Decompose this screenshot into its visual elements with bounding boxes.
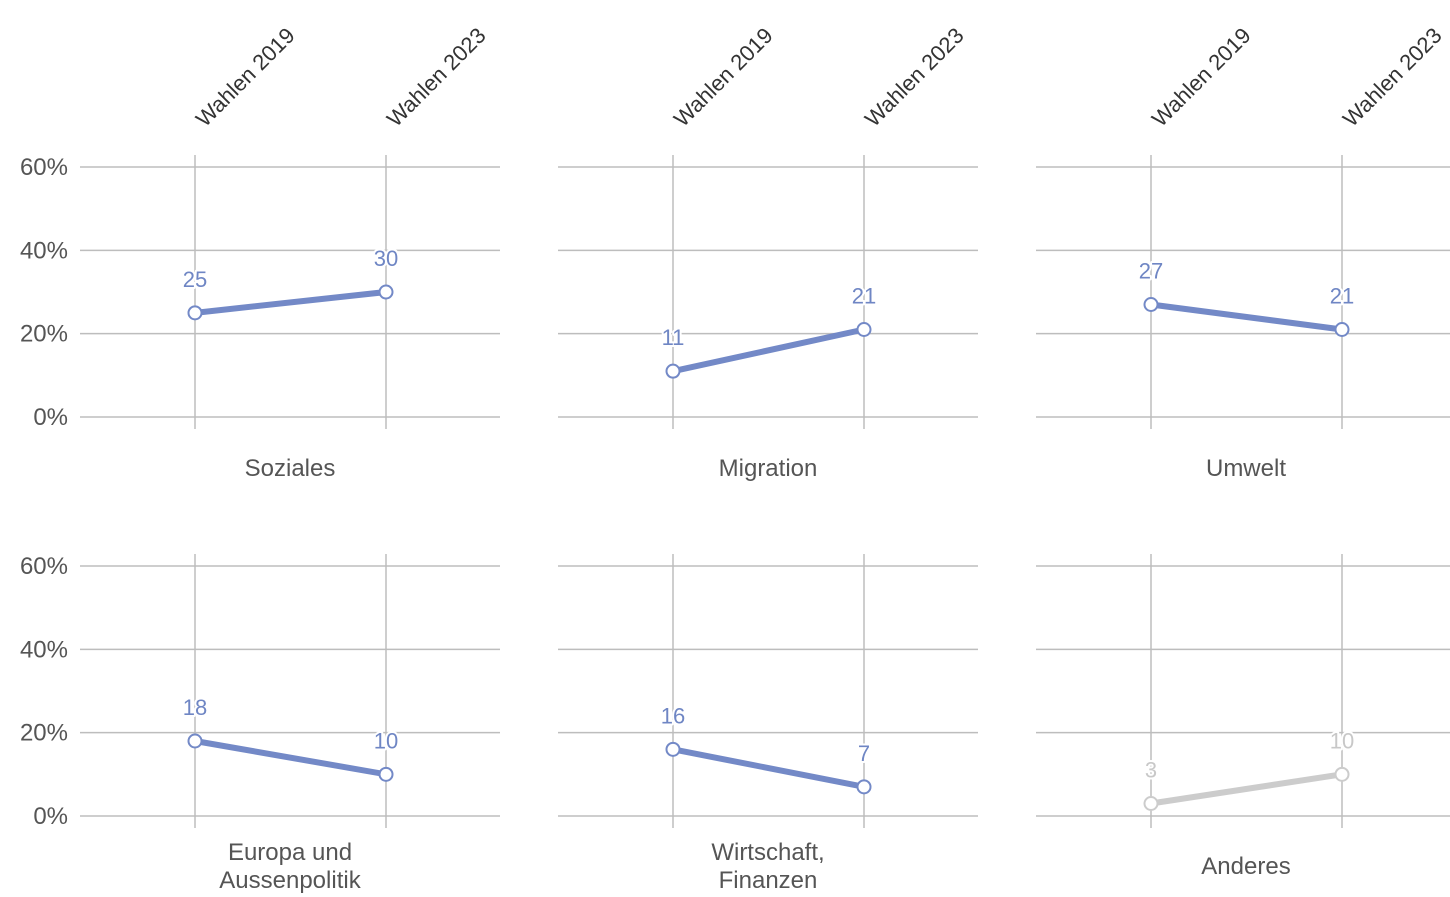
panel-3: Wahlen 2019 Wahlen 2023 27 21 Umwelt — [1036, 23, 1450, 482]
y-tick-label: 60% — [20, 154, 68, 181]
y-tick-label: 20% — [20, 720, 68, 747]
data-point — [1334, 766, 1350, 782]
panel-2: Wahlen 2019 Wahlen 2023 11 21 Migration — [558, 23, 978, 482]
data-point — [1143, 297, 1159, 312]
panel-title: Europa und Aussenpolitik — [219, 839, 361, 894]
value-label: 21 — [1330, 284, 1354, 309]
panel-1: 60% 40% 20% 0% Wahlen 2019 Wahlen 2023 25 30 Soz… — [20, 23, 500, 482]
data-point — [665, 741, 681, 757]
value-label: 21 — [852, 284, 876, 309]
y-tick-label: 40% — [20, 636, 68, 663]
data-point — [187, 733, 203, 749]
x-category-label: Wahlen 2019 — [669, 23, 778, 132]
x-category-label: Wahlen 2019 — [1147, 23, 1256, 132]
data-point — [1143, 796, 1159, 811]
series-line — [1148, 301, 1345, 333]
x-category-label: Wahlen 2023 — [382, 23, 491, 132]
y-tick-label: 0% — [33, 404, 68, 431]
data-point — [856, 779, 872, 795]
panel-title: Umwelt — [1206, 455, 1286, 482]
value-label: 3 — [1145, 758, 1157, 783]
x-category-label: Wahlen 2019 — [191, 23, 300, 132]
x-category-label: Wahlen 2023 — [860, 23, 969, 132]
series-line — [1148, 771, 1345, 807]
value-label: 27 — [1139, 259, 1163, 284]
y-tick-label: 20% — [20, 321, 68, 348]
panel-title: Wirtschaft, Finanzen — [711, 839, 824, 894]
value-label: 16 — [661, 703, 685, 728]
panel-title-line: Finanzen — [719, 867, 818, 894]
data-point — [856, 322, 872, 337]
series-line — [670, 326, 867, 375]
value-label: 10 — [374, 728, 398, 753]
value-label: 7 — [858, 741, 870, 766]
panel-title-line: Europa und — [228, 839, 352, 866]
data-point — [378, 766, 394, 782]
panel-title: Migration — [719, 455, 818, 482]
panel-6: 3 10 Anderes — [1036, 554, 1450, 880]
panel-4: 60% 40% 20% 0% 18 10 Europa und Aussenpolitik — [20, 553, 500, 894]
series-line — [192, 738, 389, 778]
series-line — [192, 289, 389, 316]
panel-title: Anderes — [1201, 853, 1290, 880]
data-point — [665, 363, 681, 379]
panel-title: Soziales — [245, 455, 336, 482]
value-label: 10 — [1330, 728, 1354, 753]
value-label: 18 — [183, 695, 207, 720]
data-point — [187, 305, 203, 321]
y-tick-label: 0% — [33, 803, 68, 830]
panel-title-line: Aussenpolitik — [219, 867, 361, 894]
data-point — [1334, 322, 1350, 337]
panel-title-line: Wirtschaft, — [711, 839, 824, 866]
y-tick-label: 40% — [20, 237, 68, 264]
value-label: 25 — [183, 267, 207, 292]
x-category-label: Wahlen 2023 — [1338, 23, 1447, 132]
value-label: 11 — [662, 325, 685, 350]
series-line — [670, 746, 867, 790]
panel-5: 16 7 Wirtschaft, Finanzen — [558, 554, 978, 894]
y-tick-label: 60% — [20, 553, 68, 580]
value-label: 30 — [374, 246, 398, 271]
data-point — [378, 284, 394, 300]
